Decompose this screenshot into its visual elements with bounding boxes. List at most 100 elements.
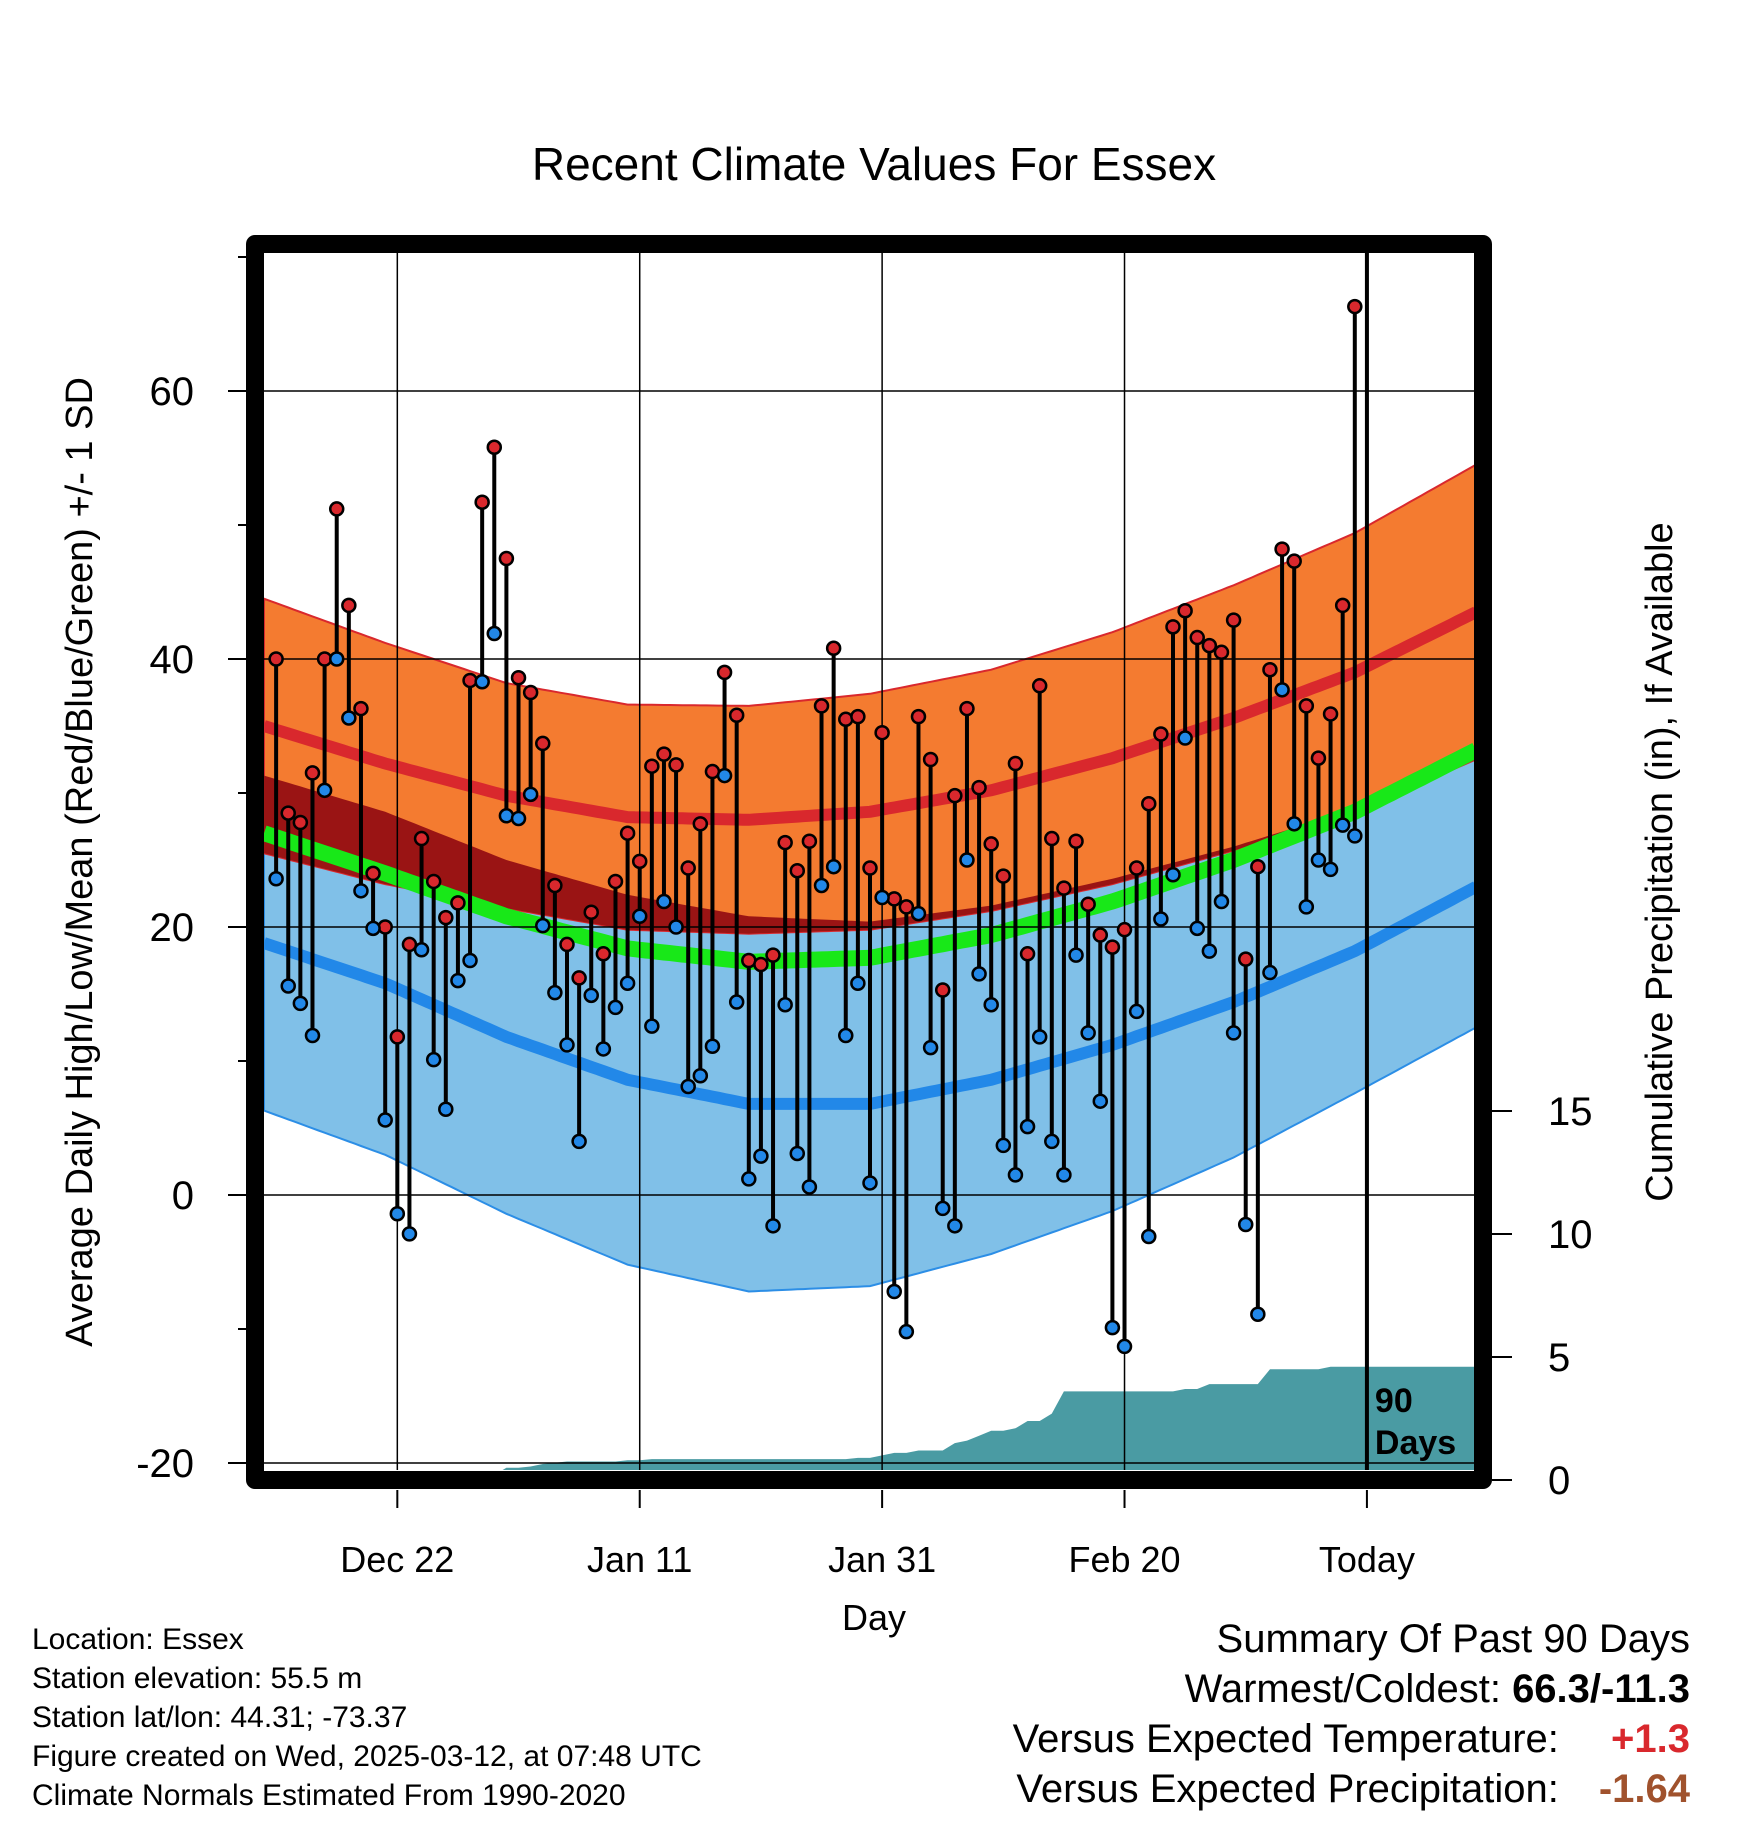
x-tick-label: Jan 31 xyxy=(828,1539,936,1580)
daily-high-point xyxy=(486,439,503,456)
daily-high-point xyxy=(1092,927,1109,943)
daily-high-point xyxy=(1141,795,1157,812)
daily-low-point xyxy=(1092,1093,1109,1109)
y-axis-label-left: Average Daily High/Low/Mean (Red/Blue/Gr… xyxy=(59,377,101,1347)
daily-high-point xyxy=(668,757,684,773)
plot-clip-group xyxy=(264,245,1476,1470)
daily-high-point xyxy=(1189,629,1205,646)
daily-low-point xyxy=(1068,947,1084,963)
y-tick-label-right: 10 xyxy=(1548,1213,1593,1257)
daily-low-point xyxy=(971,966,987,982)
daily-low-point xyxy=(1007,1167,1024,1183)
daily-high-point xyxy=(692,816,709,832)
daily-high-point xyxy=(1177,603,1193,619)
daily-high-point xyxy=(619,825,636,841)
daily-low-point xyxy=(547,984,563,1001)
daily-high-point xyxy=(1019,946,1036,962)
daily-low-point xyxy=(280,978,296,994)
daily-low-point xyxy=(1298,899,1315,915)
daily-low-point xyxy=(268,871,284,887)
created-text: Figure created on Wed, 2025-03-12, at 07… xyxy=(32,1740,702,1773)
daily-high-point xyxy=(498,550,515,567)
daily-low-point xyxy=(1056,1167,1072,1183)
daily-high-point xyxy=(959,700,975,717)
x-axis-label: Day xyxy=(842,1597,906,1638)
summary-heading: Summary Of Past 90 Days xyxy=(1216,1617,1690,1661)
daily-low-point xyxy=(741,1171,757,1187)
location-text: Location: Essex xyxy=(32,1623,244,1656)
x-axis-ticks: Dec 22 Jan 11 Jan 31 Feb 20 Today xyxy=(340,1490,1415,1580)
daily-low-point xyxy=(510,810,527,827)
daily-low-point xyxy=(789,1145,806,1162)
daily-high-point xyxy=(898,899,915,915)
daily-high-point xyxy=(1298,698,1315,714)
daily-low-point xyxy=(559,1037,575,1053)
daily-high-point xyxy=(983,836,999,852)
daily-high-point xyxy=(922,751,939,768)
precipitation-departure-label: Versus Expected Precipitation: xyxy=(1016,1767,1559,1811)
daily-low-point xyxy=(644,1018,660,1034)
daily-high-point xyxy=(1104,939,1121,955)
daily-high-point xyxy=(438,909,454,926)
y-tick-label-right: 15 xyxy=(1548,1090,1593,1134)
daily-high-point xyxy=(947,787,963,804)
daily-low-point xyxy=(886,1283,902,1300)
daily-low-point xyxy=(1019,1118,1036,1135)
daily-low-point xyxy=(1165,866,1181,883)
daily-low-point xyxy=(692,1067,709,1084)
daily-low-point xyxy=(801,1179,818,1195)
daily-high-point xyxy=(995,868,1012,884)
daily-low-point xyxy=(1310,852,1327,868)
daily-low-point xyxy=(862,1175,878,1191)
daily-low-point xyxy=(304,1027,321,1044)
daily-low-point xyxy=(583,987,599,1004)
daily-low-point xyxy=(874,889,890,906)
y-tick-label-left: 20 xyxy=(150,906,195,950)
daily-high-point xyxy=(825,640,842,657)
daily-low-point xyxy=(292,995,309,1012)
daily-low-point xyxy=(401,1226,418,1242)
y-tick-label-right: 5 xyxy=(1548,1336,1570,1380)
daily-low-point xyxy=(328,651,345,667)
daily-high-point xyxy=(365,865,381,882)
daily-low-point xyxy=(425,1051,442,1068)
daily-low-point xyxy=(462,952,478,969)
daily-high-point xyxy=(1056,880,1072,896)
daily-low-point xyxy=(838,1027,854,1044)
daily-low-point xyxy=(668,919,684,935)
elevation-text: Station elevation: 55.5 m xyxy=(32,1662,363,1695)
latlon-text: Station lat/lon: 44.31; -73.37 xyxy=(32,1701,408,1734)
daily-low-point xyxy=(1044,1133,1060,1150)
plot-frame xyxy=(246,235,1492,1489)
daily-low-point xyxy=(1153,911,1169,927)
warmest-coldest-row: Warmest/Coldest: 66.3/-11.3 xyxy=(1013,1664,1690,1714)
daily-low-point xyxy=(1322,861,1339,878)
daily-high-point xyxy=(1225,612,1242,628)
daily-low-point xyxy=(595,1041,612,1057)
warmest-coldest-value: 66.3/-11.3 xyxy=(1512,1667,1690,1711)
daily-high-point xyxy=(934,982,951,998)
daily-high-point xyxy=(862,860,878,876)
daily-low-point xyxy=(1286,816,1302,832)
daily-high-point xyxy=(716,664,733,681)
chart-title: Recent Climate Values For Essex xyxy=(532,138,1216,190)
daily-low-point xyxy=(910,905,927,922)
daily-high-point xyxy=(425,873,442,890)
daily-high-point xyxy=(1128,860,1145,876)
daily-high-point xyxy=(1044,830,1060,847)
daily-high-point xyxy=(510,670,527,686)
daily-low-point xyxy=(1104,1319,1121,1336)
y-tick-label-left: -20 xyxy=(136,1442,194,1486)
daily-high-point xyxy=(1153,726,1169,742)
daily-high-point xyxy=(1262,661,1278,678)
y-axis-left-ticks: 60 40 20 0 -20 xyxy=(136,256,246,1486)
daily-low-point xyxy=(680,1078,696,1095)
daily-high-point xyxy=(1310,750,1327,766)
daily-high-point xyxy=(547,877,563,894)
daily-low-point xyxy=(959,852,975,868)
daily-low-point xyxy=(1031,1029,1048,1045)
daily-low-point xyxy=(777,996,793,1013)
temperature-departure-value: +1.3 xyxy=(1611,1717,1690,1761)
daily-low-point xyxy=(365,920,381,937)
daily-high-point xyxy=(1250,858,1266,875)
